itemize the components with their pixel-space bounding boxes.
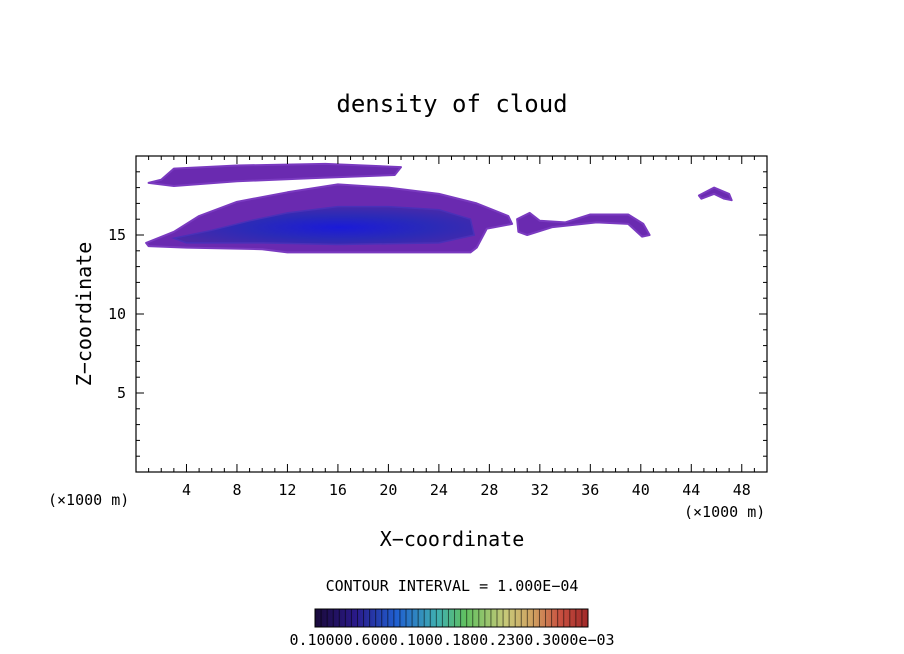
colorbar-gradient [314,608,589,628]
cloud-region-upper-layer [147,162,402,187]
x-tick-label: 48 [733,481,751,499]
x-tick-label: 12 [278,481,296,499]
x-tick-label: 36 [581,481,599,499]
x-unit-label-right: (×1000 m) [684,503,765,521]
x-tick-label: 16 [329,481,347,499]
x-tick-label: 40 [632,481,650,499]
y-tick-label: 10 [108,305,126,323]
y-tick-label: 15 [108,226,126,244]
cloud-region-mid-fragment [516,211,651,238]
y-axis-label: Z−coordinate [72,242,96,387]
contour-interval-text: CONTOUR INTERVAL = 1.000E−04 [326,577,579,595]
colorbar-labels: 0.10000.6000.1000.1800.2300.3000e−03 [289,631,614,649]
y-axis-ticks: 5 10 15 [108,171,767,457]
x-tick-label: 8 [232,481,241,499]
x-axis-ticks: 4 8 12 16 20 24 28 32 36 40 44 48 [148,156,755,499]
x-tick-label: 44 [682,481,700,499]
chart-title: density of cloud [336,90,567,118]
cloud-region-right-fragment [697,186,733,202]
y-tick-label: 5 [117,384,126,402]
x-tick-label: 4 [182,481,191,499]
x-unit-label-left: (×1000 m) [48,491,129,509]
colorbar-stripes [320,609,583,627]
x-tick-label: 32 [531,481,549,499]
x-tick-label: 24 [430,481,448,499]
cloud-layer [145,162,733,254]
cloud-region-dense-core [171,205,476,246]
x-axis-label: X−coordinate [380,527,525,551]
x-tick-label: 20 [379,481,397,499]
colorbar [314,608,589,628]
x-tick-label: 28 [480,481,498,499]
